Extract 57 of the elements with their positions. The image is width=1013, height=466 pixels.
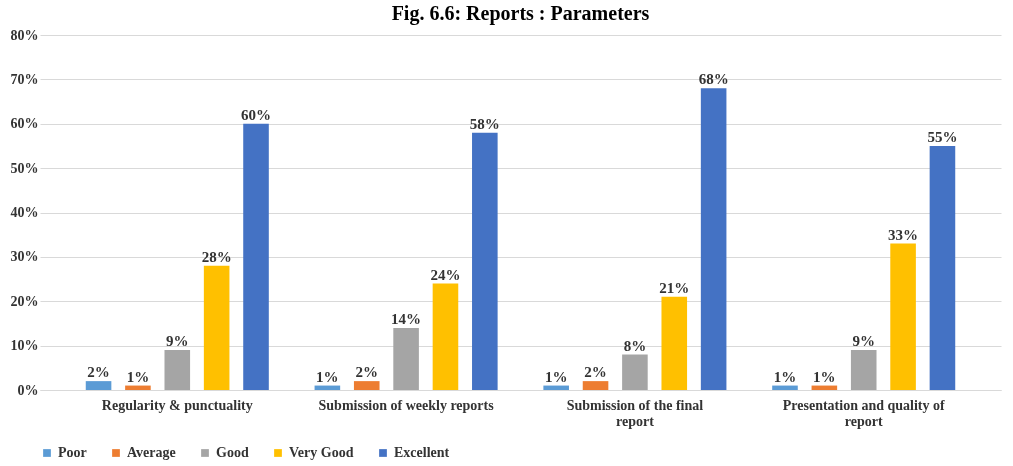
bar: [582, 381, 609, 390]
data-label: 2%: [584, 364, 607, 381]
bar: [543, 385, 569, 390]
x-tick-label: Presentation and quality of report: [782, 397, 946, 429]
data-label: 1%: [813, 368, 836, 385]
bar: [890, 243, 916, 390]
bar: [472, 132, 498, 390]
data-label: 55%: [927, 128, 958, 145]
legend-label: Good: [216, 445, 249, 460]
legend-label: Average: [127, 445, 176, 460]
bar: [700, 88, 727, 390]
y-tick-label: 80%: [10, 27, 39, 43]
bar: [393, 327, 419, 390]
bar: [850, 350, 877, 390]
chart-title: Fig. 6.6: Reports : Parameters: [391, 2, 650, 25]
y-tick-label: 40%: [10, 205, 39, 220]
legend-label: Excellent: [394, 445, 450, 460]
data-label: 2%: [355, 364, 378, 381]
bar: [772, 385, 798, 390]
data-label: 58%: [469, 115, 500, 132]
bar: [125, 385, 151, 390]
data-label: 2%: [87, 364, 110, 381]
legend-label: Poor: [58, 445, 87, 460]
y-tick-label: 20%: [10, 293, 39, 309]
data-label: 33%: [888, 226, 919, 243]
data-label: 28%: [201, 248, 232, 265]
data-label: 68%: [698, 71, 729, 88]
y-tick-label: 60%: [10, 116, 39, 132]
bar: [243, 123, 269, 390]
data-label: 21%: [659, 279, 690, 296]
data-label: 60%: [241, 106, 272, 123]
data-label: 1%: [773, 368, 797, 385]
legend-label: Very Good: [289, 445, 354, 460]
bar: [85, 381, 112, 390]
data-label: 8%: [623, 337, 647, 354]
data-label: 24%: [430, 266, 461, 283]
x-tick-label: Regularity & punctuality: [101, 397, 253, 413]
bar: [661, 296, 688, 390]
x-tick-label: Submission of weekly reports: [318, 397, 495, 413]
data-label: 14%: [391, 310, 422, 327]
data-label: 1%: [316, 368, 339, 385]
bar: [353, 381, 380, 390]
x-tick-label: Submission of the final report: [566, 397, 704, 429]
data-label: 1%: [126, 368, 150, 385]
bar: [929, 145, 956, 390]
bar: [203, 265, 230, 390]
data-label: 9%: [852, 333, 875, 350]
y-tick-label: 70%: [10, 71, 39, 87]
y-tick-label: 30%: [10, 249, 39, 265]
data-label: 9%: [166, 333, 189, 350]
y-tick-label: 0%: [17, 382, 39, 398]
bar: [622, 354, 648, 390]
y-tick-label: 50%: [10, 160, 39, 176]
bar: [432, 283, 459, 390]
y-tick-label: 10%: [10, 338, 39, 354]
data-label: 1%: [544, 368, 568, 385]
bar: [164, 350, 191, 390]
